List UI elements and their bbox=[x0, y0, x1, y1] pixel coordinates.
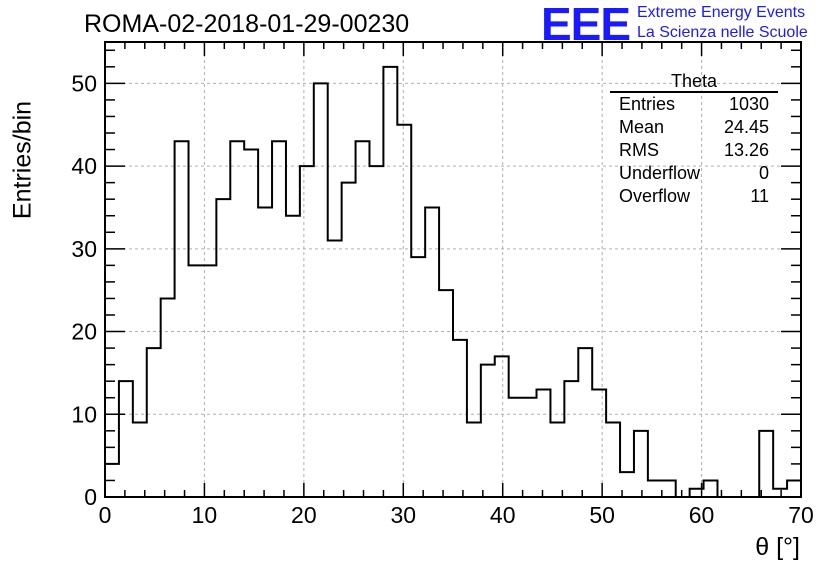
eee-logo: EEE bbox=[541, 0, 631, 50]
plot-frame bbox=[104, 41, 802, 498]
y-tick-label: 40 bbox=[71, 153, 97, 179]
stats-box: Theta Entries 1030 Mean 24.45 RMS 13.26 … bbox=[610, 72, 778, 208]
stats-value: 24.45 bbox=[723, 117, 769, 137]
x-tick-label: 50 bbox=[589, 502, 615, 528]
x-tick-label: 0 bbox=[99, 502, 112, 528]
x-tick-label: 10 bbox=[192, 502, 218, 528]
stats-row-entries: Entries 1030 bbox=[610, 93, 778, 116]
stats-row-mean: Mean 24.45 bbox=[610, 116, 778, 139]
y-tick-label: 30 bbox=[71, 236, 97, 262]
y-axis-title: Entries/bin bbox=[8, 100, 37, 220]
stats-label: Overflow bbox=[619, 186, 691, 206]
axis-ticks bbox=[104, 42, 802, 498]
stats-label: Mean bbox=[619, 117, 665, 137]
stats-row-rms: RMS 13.26 bbox=[610, 139, 778, 162]
x-tick-label: 20 bbox=[291, 502, 317, 528]
stats-value: 11 bbox=[750, 186, 769, 206]
stats-label: RMS bbox=[619, 140, 659, 160]
tick-labels: 0 10 20 30 40 50 60 70 0 10 20 30 40 50 bbox=[71, 70, 813, 528]
logo-tagline-2: La Scienza nelle Scuole bbox=[637, 24, 808, 41]
logo-tagline-1: Extreme Energy Events bbox=[637, 4, 806, 21]
stats-row-overflow: Overflow 11 bbox=[610, 185, 778, 208]
stats-title: Theta bbox=[610, 72, 778, 93]
y-tick-label: 20 bbox=[71, 319, 97, 345]
stats-row-underflow: Underflow 0 bbox=[610, 162, 778, 185]
stats-value: 1030 bbox=[728, 94, 769, 114]
x-axis-title: θ [°] bbox=[755, 533, 800, 561]
y-tick-label: 0 bbox=[84, 484, 97, 510]
x-tick-label: 40 bbox=[490, 502, 516, 528]
y-tick-label: 10 bbox=[71, 401, 97, 427]
x-tick-label: 70 bbox=[788, 502, 814, 528]
stats-value: 0 bbox=[758, 163, 769, 183]
y-tick-label: 50 bbox=[71, 70, 97, 96]
stats-value: 13.26 bbox=[723, 140, 769, 160]
stats-label: Underflow bbox=[619, 163, 701, 183]
x-tick-label: 60 bbox=[689, 502, 715, 528]
run-title: ROMA-02-2018-01-29-00230 bbox=[84, 10, 410, 38]
y-axis-title-wrap: Entries/bin bbox=[8, 100, 38, 220]
stats-label: Entries bbox=[619, 94, 676, 114]
x-tick-label: 30 bbox=[390, 502, 416, 528]
